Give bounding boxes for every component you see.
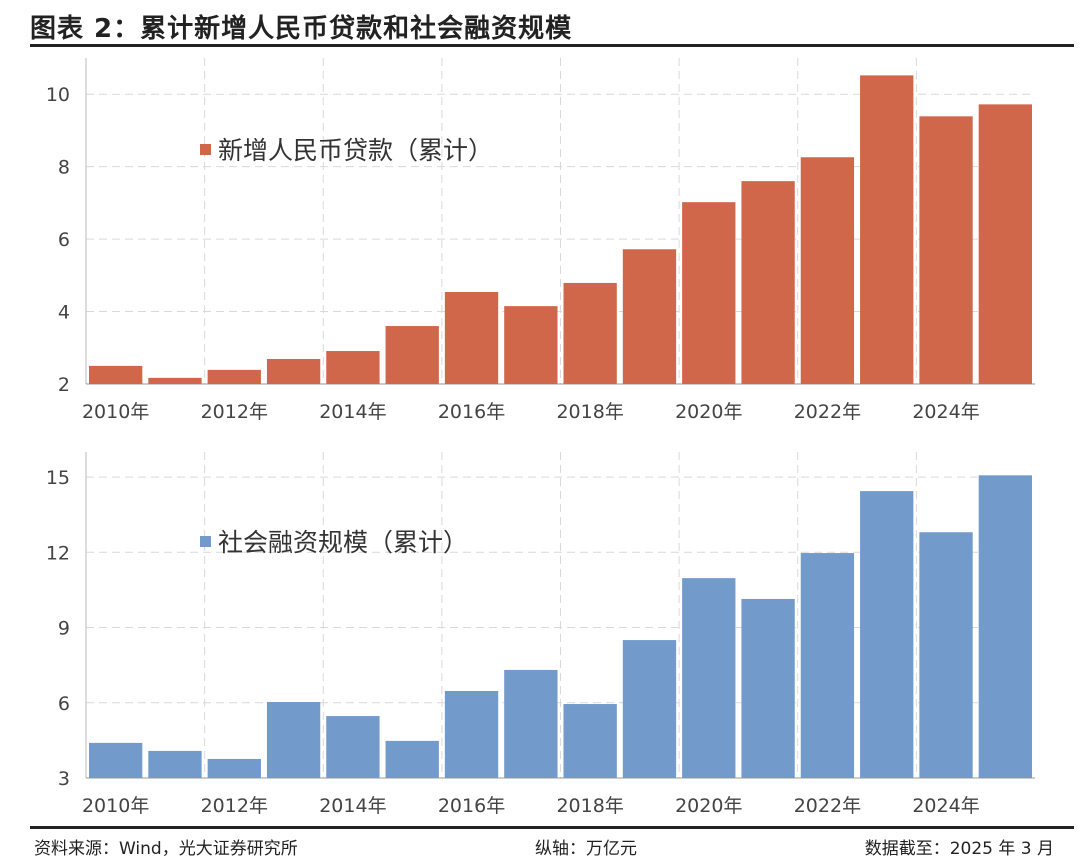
loans-chart: 2 4 6 8 10 2010年 2012年 2014年 2016年 2018年 2020年 2022… xyxy=(46,58,1035,423)
x-tick-label: 2024年 xyxy=(912,795,979,817)
y-tick-label: 6 xyxy=(58,693,70,715)
x-tick-label: 2018年 xyxy=(556,401,623,423)
bar-2010 xyxy=(89,365,143,384)
social-financing-chart: 3 6 9 12 15 2010年 2012年 2014年 2016年 2018年 2020年 202… xyxy=(46,452,1035,817)
bar-2018 xyxy=(563,282,617,384)
x-tick-label: 2016年 xyxy=(438,401,505,423)
x-tick-label: 2024年 xyxy=(912,401,979,423)
y-tick-label: 15 xyxy=(46,467,70,489)
x-tick-label: 2012年 xyxy=(201,795,268,817)
legend-swatch xyxy=(200,536,211,547)
y-tick-label: 6 xyxy=(58,229,70,251)
figure-title: 图表 2：累计新增人民币贷款和社会融资规模 xyxy=(30,14,573,44)
bar-2024 xyxy=(919,532,973,778)
x-tick-label: 2018年 xyxy=(556,795,623,817)
bar-2025 xyxy=(978,475,1032,778)
bar-2012 xyxy=(207,369,261,384)
x-tick-label: 2010年 xyxy=(82,795,149,817)
bar-2021 xyxy=(741,181,795,384)
bar-2024 xyxy=(919,116,973,384)
bar-2019 xyxy=(622,249,677,384)
bar-2020 xyxy=(682,578,736,778)
bar-2012 xyxy=(207,758,261,778)
x-tick-label: 2016年 xyxy=(438,795,505,817)
bar-2014 xyxy=(326,716,380,778)
bar-2023 xyxy=(860,75,914,385)
bar-2017 xyxy=(504,669,558,778)
title-rule xyxy=(30,44,1074,47)
bar-2015 xyxy=(385,740,439,778)
y-tick-label: 9 xyxy=(58,618,70,640)
y-tick-label: 10 xyxy=(46,84,70,106)
bar-2011 xyxy=(148,377,202,384)
y-tick-label: 12 xyxy=(46,542,70,564)
bar-2016 xyxy=(444,291,499,384)
bar-2011 xyxy=(148,750,202,778)
bar-2019 xyxy=(622,640,677,778)
bar-2016 xyxy=(444,690,499,778)
bar-2010 xyxy=(89,742,143,778)
footer-rule xyxy=(30,826,1074,829)
source-note: 资料来源：Wind，光大证券研究所 xyxy=(34,839,298,859)
bar-2015 xyxy=(385,326,439,384)
bar-2021 xyxy=(741,598,795,778)
x-tick-label: 2022年 xyxy=(794,401,861,423)
bar-2013 xyxy=(266,359,321,384)
x-tick-label: 2022年 xyxy=(794,795,861,817)
bar-2022 xyxy=(800,553,855,778)
y-tick-label: 3 xyxy=(58,768,70,790)
bar-2023 xyxy=(860,491,914,778)
axis-unit-note: 纵轴：万亿元 xyxy=(535,839,637,859)
legend-swatch xyxy=(200,144,211,155)
bar-2014 xyxy=(326,351,380,384)
bar-2020 xyxy=(682,202,736,384)
bar-2013 xyxy=(266,702,321,778)
x-tick-label: 2014年 xyxy=(319,795,386,817)
x-tick-label: 2010年 xyxy=(82,401,149,423)
bar-2025 xyxy=(978,104,1032,384)
date-note: 数据截至：2025 年 3 月 xyxy=(864,839,1054,859)
x-tick-label: 2020年 xyxy=(675,795,742,817)
bar-2018 xyxy=(563,704,617,778)
x-tick-label: 2020年 xyxy=(675,401,742,423)
y-tick-label: 4 xyxy=(58,302,70,324)
y-tick-label: 2 xyxy=(58,374,70,396)
bar-2022 xyxy=(800,157,855,384)
legend-label: 社会融资规模（累计） xyxy=(218,528,468,557)
bar-2017 xyxy=(504,306,558,384)
x-tick-label: 2014年 xyxy=(319,401,386,423)
legend-label: 新增人民币贷款（累计） xyxy=(218,136,493,165)
x-tick-label: 2012年 xyxy=(201,401,268,423)
y-tick-label: 8 xyxy=(58,157,70,179)
